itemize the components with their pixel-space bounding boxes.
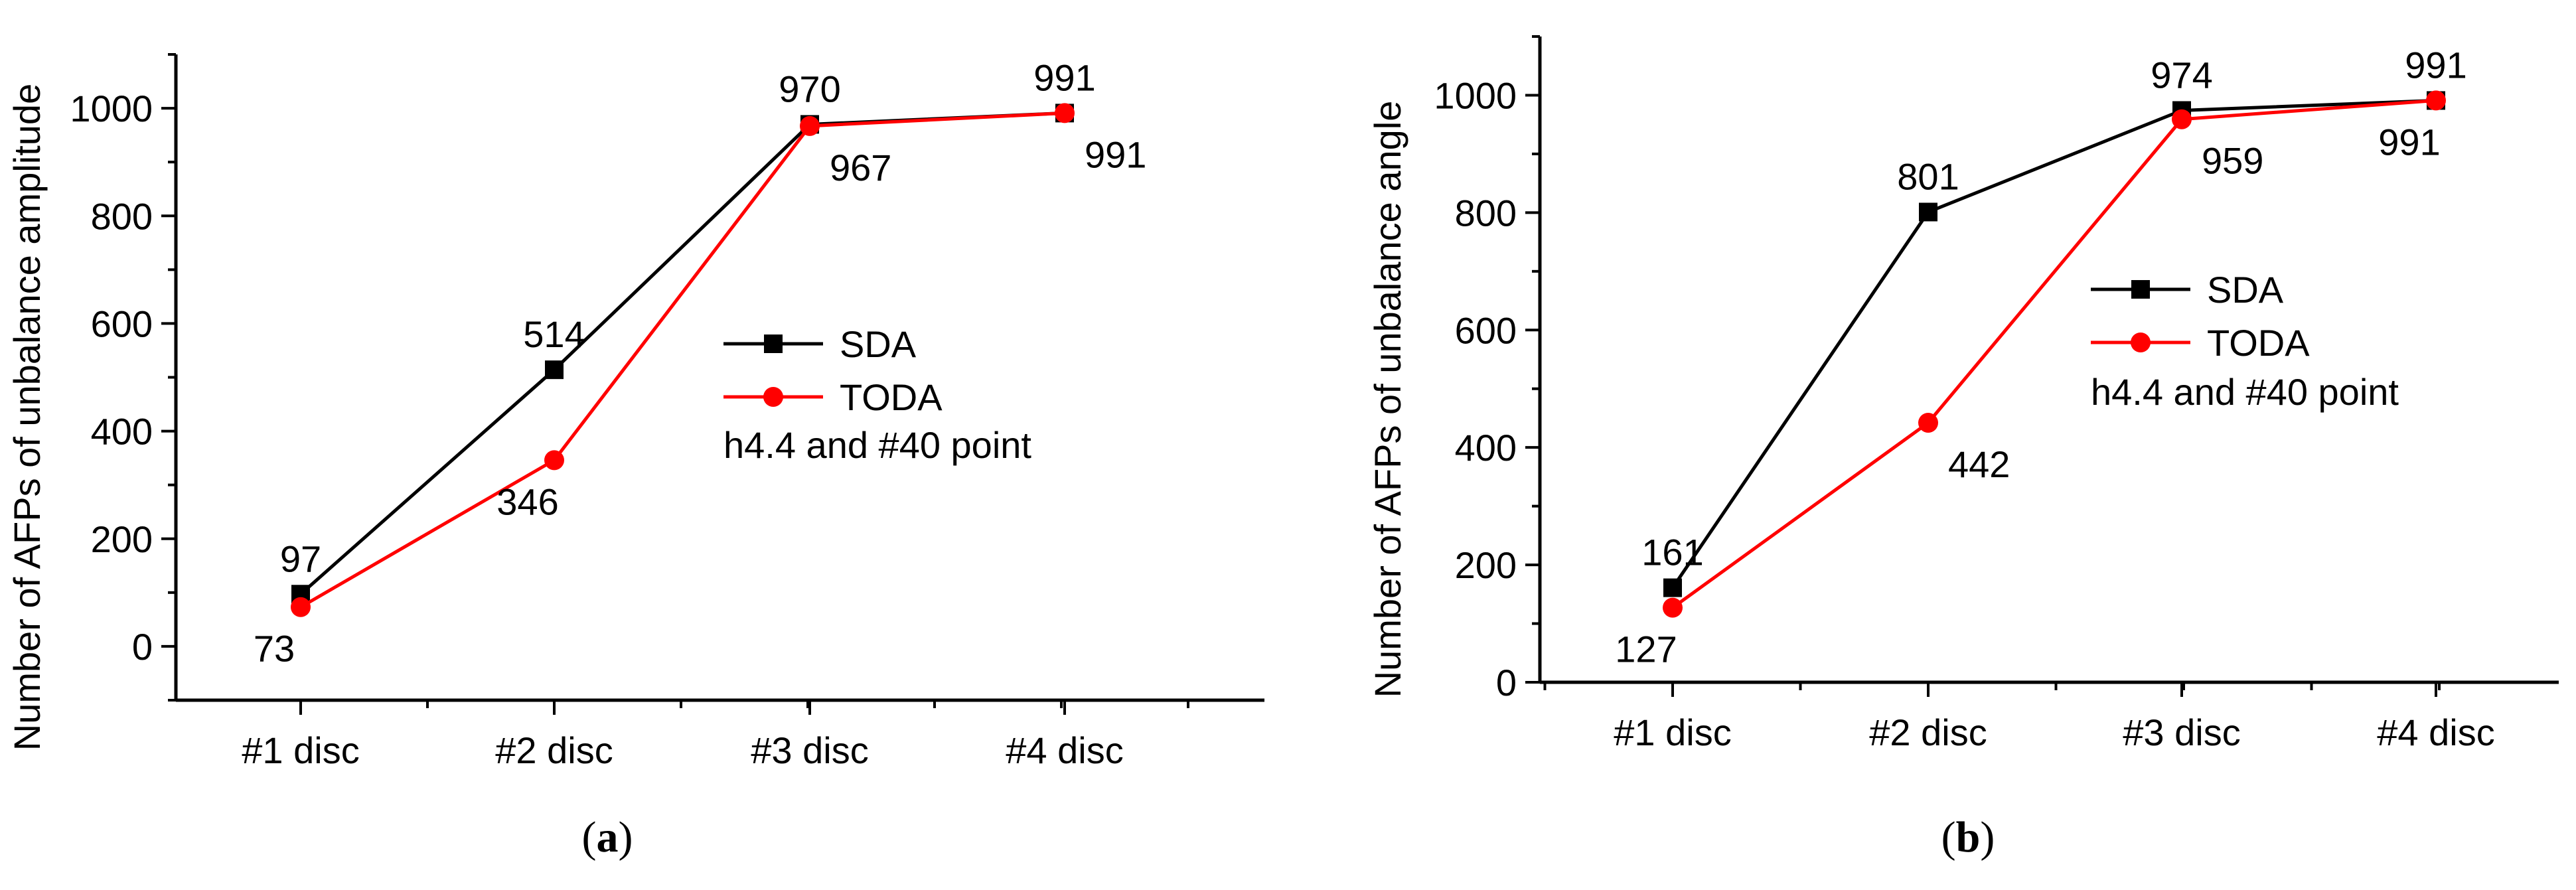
data-label: 97 [280,538,321,579]
data-label: 127 [1615,629,1677,670]
data-label: 514 [523,313,585,355]
data-point-sda [545,360,564,380]
legend-marker-toda [763,387,783,407]
y-tick-label: 200 [91,518,153,560]
panel-caption: (b) [1941,813,1995,861]
panel-caption: (a) [582,813,633,861]
y-tick-label: 0 [132,626,153,668]
y-tick-label: 400 [91,411,153,453]
series-line-sda [1671,98,2437,589]
legend-label-toda: TODA [2207,322,2310,364]
x-tick-label: #1 disc [242,729,359,771]
data-label: 967 [830,147,891,188]
data-label: 959 [2202,140,2263,182]
x-tick-label: #2 disc [495,729,613,771]
legend-marker-toda [2131,333,2151,352]
data-point-toda [2426,90,2446,111]
data-label: 801 [1897,155,1959,197]
y-tick-label: 400 [1455,427,1517,469]
chart-b: 0 200 400 600 800 1000 #1 disc #2 disc #3 disc #4… [1367,35,2559,861]
y-tick-label: 600 [91,303,153,344]
data-point-toda [800,115,820,136]
data-label: 991 [2405,44,2466,86]
y-axis-label: Number of AFPs of unbalance angle [1367,101,1408,698]
legend-label-sda: SDA [840,323,917,365]
legend-label-sda: SDA [2207,269,2284,311]
data-label: 161 [1641,532,1703,573]
x-tick-label: #4 disc [2377,711,2494,753]
x-tick-label: #4 disc [1006,729,1123,771]
y-axis-label: Number of AFPs of unbalance amplitude [6,84,48,751]
x-tick-label: #3 disc [751,729,868,771]
data-point-toda [2172,109,2192,129]
data-point-toda [1663,597,1683,618]
data-point-sda [1663,578,1682,597]
y-tick-label: 600 [1455,309,1517,351]
data-label: 346 [496,481,558,522]
x-tick-label: #1 disc [1614,711,1731,753]
y-tick-label: 800 [1455,192,1517,234]
data-label: 991 [2378,121,2440,163]
y-tick-label: 0 [1496,662,1517,704]
series-line-sda [299,111,1065,596]
legend-marker-sda [764,334,783,353]
y-tick-label: 200 [1455,544,1517,586]
data-label: 442 [1948,443,2010,485]
data-label: 970 [779,68,840,110]
data-point-sda [1919,202,1937,222]
data-label: 991 [1033,56,1095,98]
data-point-toda [1055,103,1075,123]
data-point-toda [1918,413,1938,433]
data-point-toda [291,597,311,617]
legend-note: h4.4 and #40 point [723,424,1031,466]
chart-a: 0 200 400 600 800 1000 #1 disc #2 disc #3 disc #4… [6,53,1264,861]
data-label: 991 [1085,133,1146,175]
legend-note: h4.4 and #40 point [2091,371,2399,413]
series-line-toda [1671,98,2437,609]
x-tick-label: #3 disc [2123,711,2240,753]
x-tick-label: #2 disc [1869,711,1987,753]
y-tick-label: 1000 [1434,74,1517,116]
data-label: 73 [254,628,295,670]
data-label: 974 [2151,54,2212,96]
legend-marker-sda [2131,280,2150,299]
y-tick-label: 1000 [70,88,153,129]
series-line-toda [299,111,1065,609]
legend-label-toda: TODA [840,376,943,418]
data-point-toda [544,450,564,471]
y-tick-label: 800 [91,195,153,237]
